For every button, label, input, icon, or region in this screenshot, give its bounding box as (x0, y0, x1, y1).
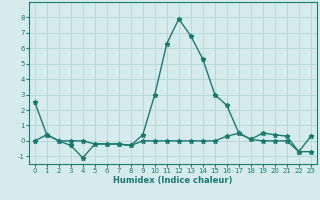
X-axis label: Humidex (Indice chaleur): Humidex (Indice chaleur) (113, 176, 233, 185)
